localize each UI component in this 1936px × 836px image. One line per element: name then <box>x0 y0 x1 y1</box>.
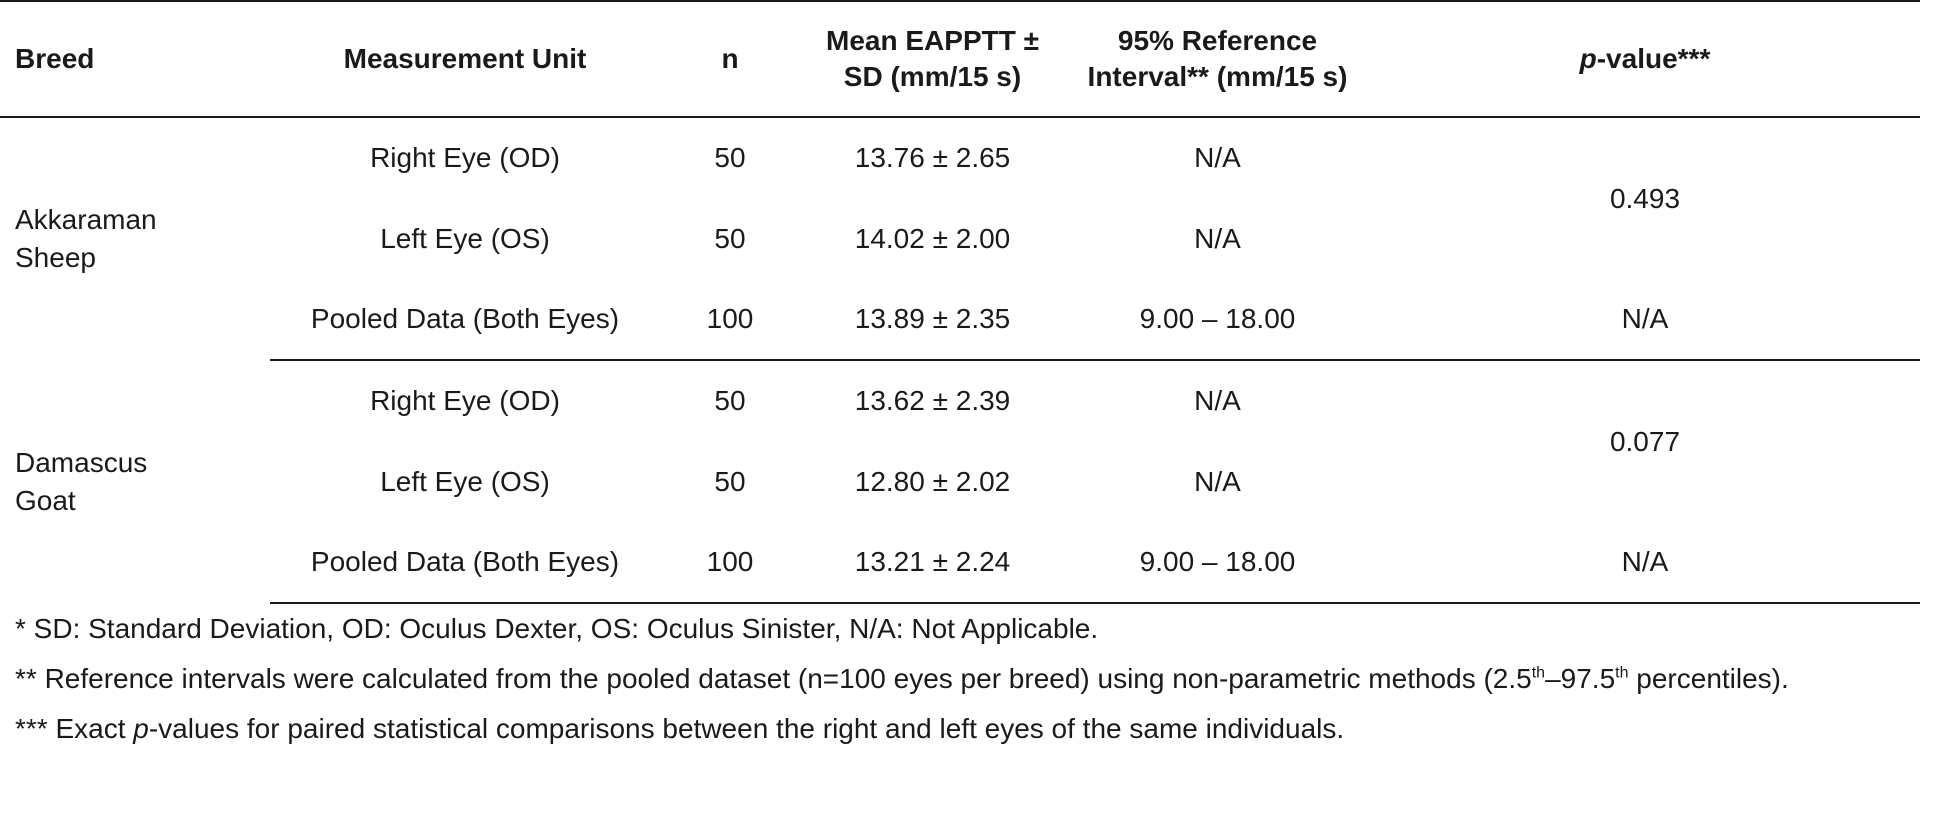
mean-cell: 13.21 ± 2.24 <box>800 522 1065 604</box>
p-value-cell: N/A <box>1370 522 1920 604</box>
unit-cell: Right Eye (OD) <box>370 142 560 173</box>
header-ri-line1: 95% Reference <box>1117 25 1318 56</box>
mean-cell: 12.80 ± 2.02 <box>854 465 1011 497</box>
table-row: Left Eye (OS) 50 12.80 ± 2.02 N/A <box>0 441 1920 522</box>
header-p-value: p-value*** <box>1370 0 1920 118</box>
breed-line2: Sheep <box>15 242 96 273</box>
ri-cell: N/A <box>1194 465 1241 497</box>
footnote-p-values: *** Exact p-values for paired statistica… <box>15 712 1920 746</box>
unit-cell: Right Eye (OD) <box>370 385 560 416</box>
breed-line1: Akkaraman <box>15 204 157 235</box>
eapptt-results-table: Breed Measurement Unit n Mean EAPPTT ± S… <box>0 0 1920 604</box>
footnote2-text-a: ** Reference intervals were calculated f… <box>15 663 1532 694</box>
ri-cell: N/A <box>1194 222 1241 254</box>
n-cell: 50 <box>714 465 746 497</box>
header-mean-eapptt: Mean EAPPTT ± SD (mm/15 s) <box>800 0 1065 118</box>
table-row: Pooled Data (Both Eyes) 100 13.21 ± 2.24… <box>0 522 1920 604</box>
header-ri-line2: Interval** (mm/15 s) <box>1087 61 1348 92</box>
header-p-italic: p <box>1579 43 1597 74</box>
table-footnotes: * SD: Standard Deviation, OD: Oculus Dex… <box>15 612 1920 762</box>
table-row: Damascus Goat Right Eye (OD) 50 13.62 ± … <box>0 360 1920 516</box>
unit-cell: Pooled Data (Both Eyes) <box>270 279 660 361</box>
table-header-row: Breed Measurement Unit n Mean EAPPTT ± S… <box>0 0 1920 118</box>
breed-line2: Goat <box>15 484 76 516</box>
header-p-rest: -value*** <box>1596 43 1711 74</box>
footnote3-text-a: *** Exact <box>15 713 134 744</box>
footnote2-sup-a: th <box>1531 664 1546 682</box>
header-reference-interval: 95% Reference Interval** (mm/15 s) <box>1065 0 1370 118</box>
footnote3-text-b: -values for paired statistical compariso… <box>148 713 1345 744</box>
header-mean-line2: SD (mm/15 s) <box>843 61 1022 92</box>
n-cell: 100 <box>660 279 800 361</box>
unit-cell: Left Eye (OS) <box>380 222 550 254</box>
breed-cell-akkaraman-sheep: Akkaraman Sheep <box>0 117 270 360</box>
header-measurement-unit: Measurement Unit <box>270 0 660 118</box>
footnote2-text-b: –97.5 <box>1545 663 1616 694</box>
ri-cell: 9.00 – 18.00 <box>1065 522 1370 604</box>
ri-cell: N/A <box>1194 142 1241 173</box>
table-row: Pooled Data (Both Eyes) 100 13.89 ± 2.35… <box>0 279 1920 361</box>
mean-cell: 13.89 ± 2.35 <box>800 279 1065 361</box>
n-cell: 50 <box>714 142 746 173</box>
n-cell: 100 <box>660 522 800 604</box>
ri-cell: 9.00 – 18.00 <box>1065 279 1370 361</box>
n-cell: 50 <box>714 222 746 254</box>
mean-cell: 13.76 ± 2.65 <box>854 142 1011 173</box>
footnote-abbreviations: * SD: Standard Deviation, OD: Oculus Dex… <box>15 613 1099 644</box>
p-value-cell-paired: 0.077 <box>1609 425 1681 457</box>
table-row: Left Eye (OS) 50 14.02 ± 2.00 N/A <box>0 198 1920 279</box>
unit-cell: Left Eye (OS) <box>380 465 550 497</box>
header-n: n <box>660 0 800 118</box>
mean-cell: 13.62 ± 2.39 <box>854 385 1011 416</box>
header-mean-line1: Mean EAPPTT ± <box>826 25 1039 56</box>
unit-cell: Pooled Data (Both Eyes) <box>270 522 660 604</box>
footnote2-text-c: percentiles). <box>1628 663 1789 694</box>
p-value-cell-paired: 0.493 <box>1609 182 1681 214</box>
mean-cell: 14.02 ± 2.00 <box>854 222 1011 254</box>
ri-cell: N/A <box>1194 385 1241 416</box>
table-row: Akkaraman Sheep Right Eye (OD) 50 13.76 … <box>0 117 1920 273</box>
n-cell: 50 <box>714 385 746 416</box>
footnote3-italic-p: p <box>133 713 149 744</box>
header-breed: Breed <box>0 0 270 118</box>
footnote2-sup-b: th <box>1615 664 1629 682</box>
footnote-reference-intervals: ** Reference intervals were calculated f… <box>15 662 1920 696</box>
breed-line1: Damascus <box>15 446 148 478</box>
breed-cell-damascus-goat: Damascus Goat <box>0 360 270 603</box>
p-value-cell: N/A <box>1370 279 1920 361</box>
